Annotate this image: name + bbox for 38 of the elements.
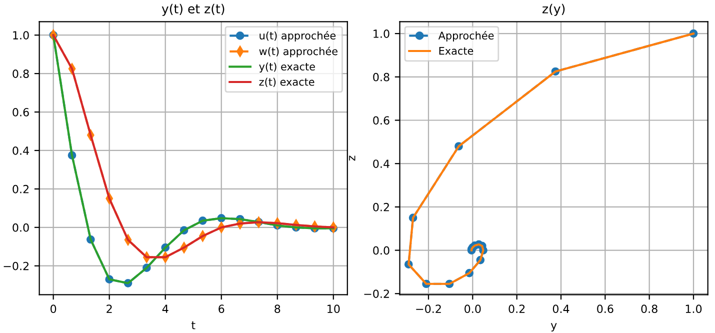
- legend-label: Exacte: [439, 47, 474, 55]
- legend-label: z(t) exacte: [259, 78, 314, 88]
- y-axis-title: z: [349, 156, 356, 161]
- x-tick-label: 1.0: [686, 304, 702, 314]
- x-axis-title: y: [550, 323, 557, 332]
- x-tick-label: −0.2: [416, 304, 441, 314]
- x-tick-label: 0.8: [641, 304, 658, 314]
- y-tick-label: 0.0: [12, 223, 29, 232]
- y-tick-label: 0.0: [373, 246, 390, 255]
- y-tick-label: 0.2: [373, 202, 389, 212]
- y-tick-label: 0.6: [12, 108, 29, 116]
- chart-title: y(t) et z(t): [162, 4, 224, 16]
- x-tick-label: 0.2: [508, 304, 525, 314]
- y-tick-label: −0.2: [4, 262, 28, 270]
- y-tick-label: 0.2: [12, 184, 28, 194]
- y-tick-label: 0.8: [12, 70, 29, 78]
- legend-label: y(t) exacte: [259, 62, 315, 73]
- x-tick-label: 0: [50, 304, 56, 314]
- y-tick-label: 0.6: [373, 116, 390, 125]
- x-tick-label: 0.0: [464, 304, 481, 314]
- legend-label: u(t) approchée: [260, 31, 336, 42]
- x-tick-label: 4: [162, 304, 168, 313]
- x-tick-label: 2: [106, 304, 112, 313]
- y-tick-label: 1.0: [13, 31, 29, 40]
- legend-label: w(t) approchée: [259, 46, 338, 58]
- y-tick-label: 0.4: [12, 146, 29, 155]
- x-tick-label: 8: [274, 304, 280, 314]
- x-tick-label: 10: [328, 304, 340, 314]
- y-tick-label: 0.4: [373, 160, 390, 168]
- y-tick-label: −0.2: [364, 290, 389, 298]
- chart-title: z(y): [542, 4, 565, 16]
- x-tick-label: 0.6: [597, 304, 614, 314]
- x-tick-label: 0.4: [552, 304, 570, 314]
- y-tick-label: 0.8: [373, 72, 390, 82]
- y-tick-label: 1.0: [374, 30, 390, 38]
- x-tick-label: 6: [218, 304, 224, 314]
- legend-label: Approchée: [438, 31, 494, 42]
- x-axis-title: t: [191, 321, 196, 330]
